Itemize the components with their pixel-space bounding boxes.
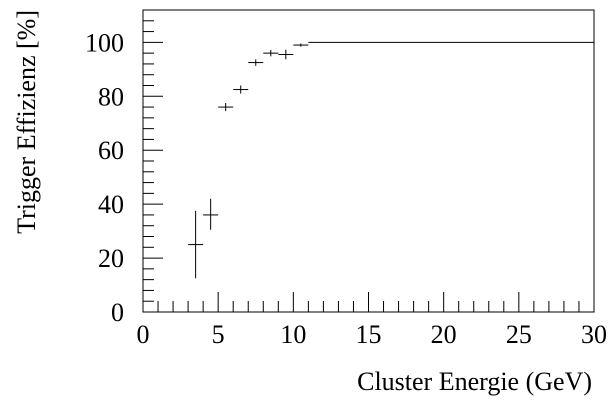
- x-tick-label: 0: [137, 320, 150, 349]
- data-point: [203, 198, 219, 230]
- y-tick-label: 20: [98, 244, 124, 273]
- data-point: [218, 103, 234, 112]
- tick-marks: [142, 20, 595, 313]
- y-axis-title: Trigger Effizienz [%]: [12, 10, 41, 234]
- x-tick-label: 5: [212, 320, 225, 349]
- x-axis-title: Cluster Energie (GeV): [357, 367, 592, 396]
- data-point: [188, 210, 204, 279]
- data-point: [233, 85, 249, 94]
- y-tick-label: 40: [98, 190, 124, 219]
- y-tick-label: 100: [85, 28, 124, 57]
- plot-frame: [142, 9, 595, 313]
- x-tick-label: 10: [280, 320, 306, 349]
- tick-labels: 0 5 10 15 20 25 30 0 20 40 60 80 100: [85, 28, 607, 349]
- x-tick-label: 15: [356, 320, 382, 349]
- y-tick-label: 80: [98, 82, 124, 111]
- x-tick-label: 25: [506, 320, 532, 349]
- x-tick-label: 30: [581, 320, 607, 349]
- data-point: [263, 49, 279, 57]
- y-tick-label: 60: [98, 136, 124, 165]
- data-point: [293, 43, 309, 47]
- x-tick-label: 20: [431, 320, 457, 349]
- data-point: [248, 59, 264, 66]
- data-points: [188, 43, 309, 279]
- y-tick-label: 0: [111, 298, 124, 327]
- data-point: [278, 49, 294, 60]
